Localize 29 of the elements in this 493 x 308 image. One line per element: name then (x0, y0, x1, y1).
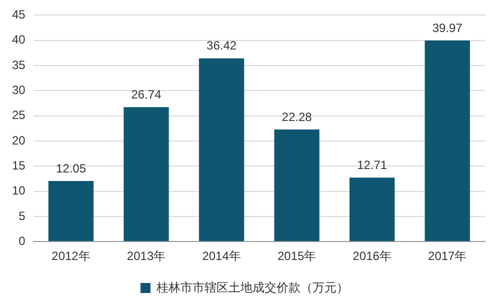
x-tick-label: 2014年 (202, 249, 241, 264)
bar (350, 178, 395, 242)
y-tick-label: 5 (18, 208, 26, 223)
legend-label: 桂林市市辖区土地成交价款（万元） (156, 280, 348, 294)
y-tick-label: 0 (18, 234, 26, 248)
y-tick-label: 15 (12, 158, 26, 172)
data-label: 12.05 (56, 161, 86, 176)
y-tick-label: 20 (12, 133, 26, 148)
data-label: 22.28 (282, 110, 312, 124)
x-tick-label: 2017年 (428, 249, 467, 264)
x-tick-label: 2016年 (352, 249, 392, 264)
y-tick-label: 10 (12, 184, 26, 198)
y-tick-label: 30 (12, 82, 26, 97)
data-label: 26.74 (131, 87, 162, 102)
x-tick-label: 2012年 (52, 249, 90, 264)
x-tick-label: 2013年 (126, 249, 166, 264)
x-tick-label: 2015年 (277, 249, 316, 264)
y-tick-label: 25 (12, 108, 26, 122)
bar (124, 107, 169, 242)
bar (424, 40, 470, 242)
y-tick-label: 40 (12, 32, 26, 47)
y-tick-label: 35 (12, 58, 26, 72)
bar (48, 180, 94, 242)
data-label: 36.42 (206, 38, 237, 53)
y-tick-label: 45 (12, 8, 26, 22)
bar (198, 58, 244, 242)
bar (274, 130, 320, 242)
data-label: 12.71 (357, 158, 388, 172)
data-label: 39.97 (432, 20, 463, 35)
